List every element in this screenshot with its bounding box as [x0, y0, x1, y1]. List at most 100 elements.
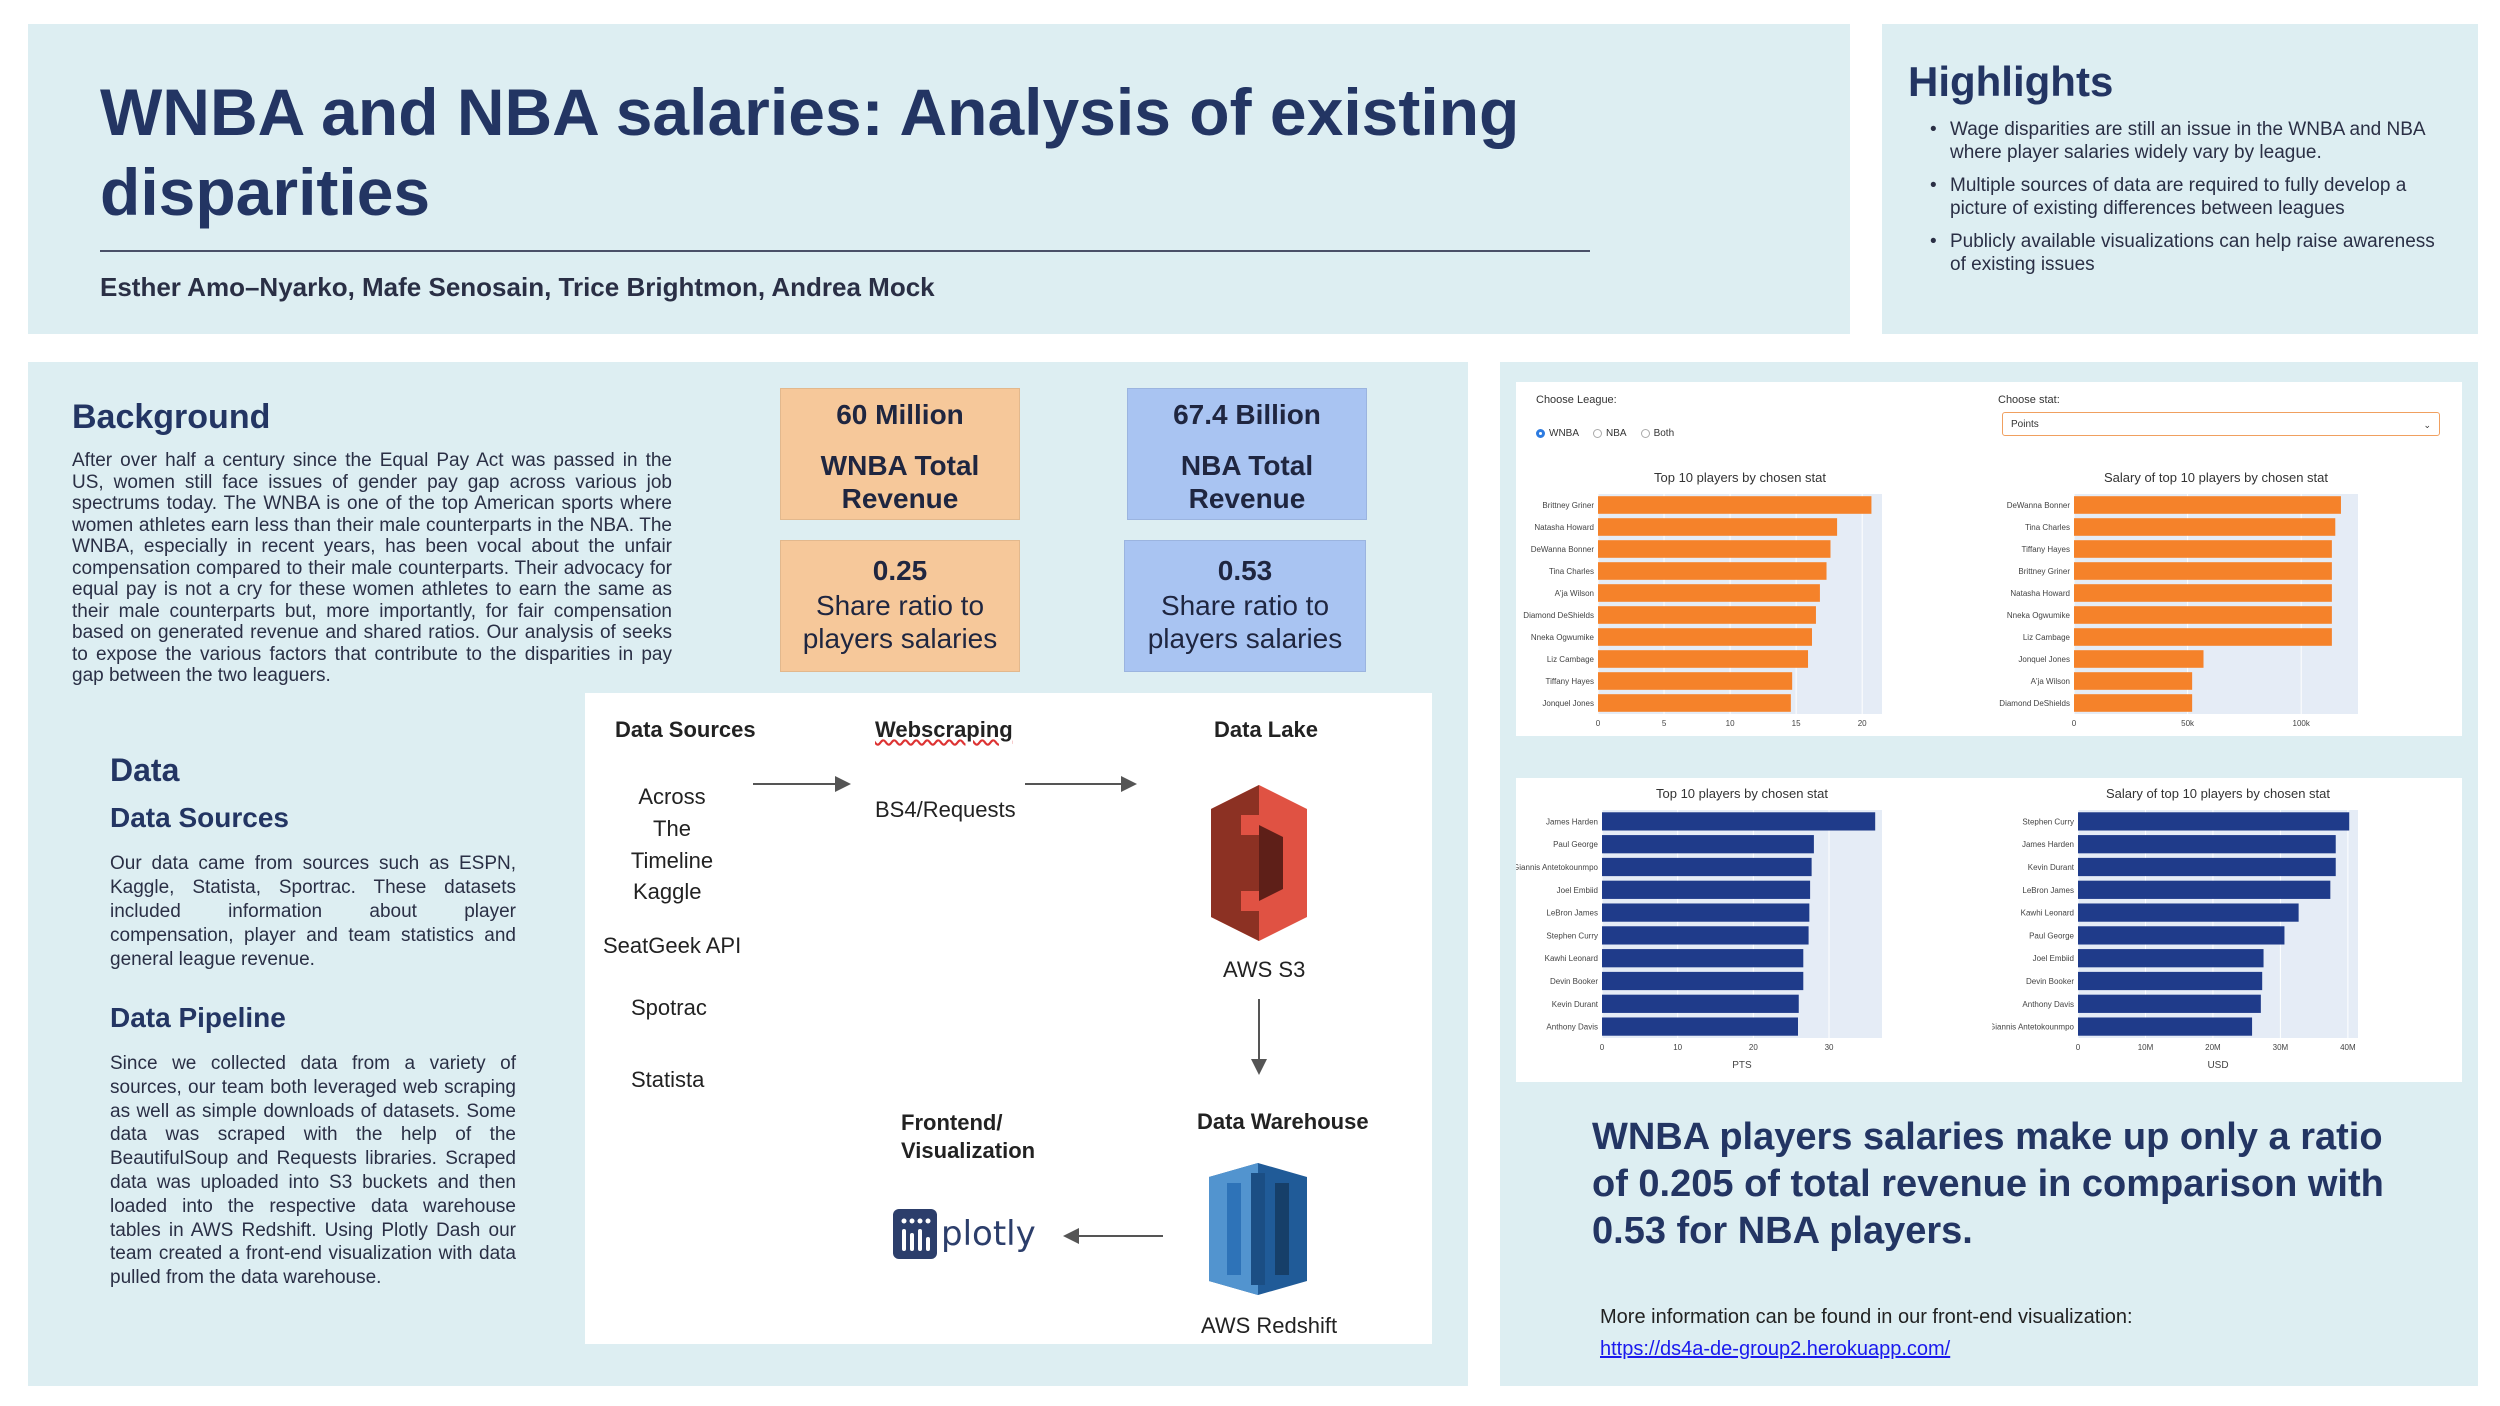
- data-sources-title: Data Sources: [110, 802, 289, 833]
- y-tick-label: Stephen Curry: [1546, 931, 1598, 940]
- highlight-item: Multiple sources of data are required to…: [1930, 174, 2450, 220]
- y-tick-label: Jonquel Jones: [1542, 699, 1594, 708]
- y-tick-label: Natasha Howard: [2010, 589, 2070, 598]
- x-tick-label: 50k: [2181, 719, 2195, 728]
- bar: [1598, 584, 1820, 602]
- right-panel: Choose League: WNBA NBA Both Choose stat…: [1500, 362, 2478, 1386]
- y-tick-label: LeBron James: [2022, 886, 2074, 895]
- pipeline-diagram: Data Sources Across The Timeline Kaggle …: [585, 693, 1432, 1344]
- bar: [2078, 880, 2331, 899]
- bar: [1598, 628, 1812, 646]
- data-sources-text: Our data came from sources such as ESPN,…: [110, 853, 516, 970]
- y-tick-label: Brittney Griner: [2018, 567, 2070, 576]
- y-tick-label: Diamond DeShields: [1523, 611, 1594, 620]
- nba-share-value: 0.53: [1217, 555, 1273, 586]
- highlight-item: Publicly available visualizations can he…: [1930, 230, 2450, 276]
- radio-selected-icon[interactable]: [1536, 429, 1545, 438]
- bar: [1602, 1017, 1798, 1036]
- pipeline-warehouse-header: Data Warehouse: [1197, 1109, 1369, 1134]
- y-tick-label: Devin Booker: [2026, 977, 2074, 986]
- highlight-item: Wage disparities are still an issue in t…: [1930, 118, 2450, 164]
- stat-dropdown[interactable]: Points ⌄: [2002, 412, 2440, 436]
- chart-title: Salary of top 10 players by chosen stat: [2106, 786, 2330, 801]
- y-tick-label: DeWanna Bonner: [2007, 501, 2071, 510]
- bar: [1598, 606, 1816, 624]
- bar: [1602, 949, 1804, 968]
- aws-redshift-label: AWS Redshift: [1201, 1313, 1338, 1338]
- chevron-down-icon[interactable]: ⌄: [2423, 420, 2431, 430]
- bar: [1598, 694, 1791, 712]
- radio-nba[interactable]: NBA: [1593, 428, 1627, 439]
- x-tick-label: 10: [1726, 719, 1735, 728]
- y-tick-label: Anthony Davis: [1546, 1023, 1598, 1032]
- data-pipeline-title: Data Pipeline: [110, 1002, 286, 1033]
- nba-revenue-label: NBA Total Revenue: [1180, 450, 1314, 514]
- nba-dashboard-card: Top 10 players by chosen stat 0 10 20 30 Jame…: [1516, 778, 2462, 1082]
- bar: [2074, 694, 2193, 712]
- y-tick-label: James Harden: [1546, 817, 1598, 826]
- y-tick-label: Paul George: [1553, 840, 1598, 849]
- bar: [1602, 994, 1799, 1013]
- bar: [1598, 540, 1831, 558]
- aws-s3-icon: [1211, 785, 1307, 941]
- pipeline-lake-header: Data Lake: [1214, 717, 1318, 742]
- radio-both[interactable]: Both: [1640, 428, 1674, 439]
- y-tick-label: Tina Charles: [2025, 523, 2070, 532]
- pipeline-sources-header: Data Sources: [615, 717, 756, 742]
- x-tick-label: 10M: [2138, 1043, 2154, 1052]
- bar: [2078, 1017, 2253, 1036]
- y-tick-label: Liz Cambage: [2023, 633, 2071, 642]
- x-axis-label: USD: [2207, 1060, 2228, 1071]
- x-tick-label: 15: [1792, 719, 1801, 728]
- bar: [2074, 628, 2332, 646]
- conclusion-takeaway: WNBA players salaries make up only a rat…: [1592, 1116, 2384, 1252]
- plotly-wordmark: plotly: [941, 1214, 1036, 1254]
- league-radio-group[interactable]: WNBA NBA Both: [1536, 428, 1674, 439]
- x-axis-label: PTS: [1732, 1060, 1752, 1071]
- data-pipeline-text: Since we collected data from a variety o…: [110, 1053, 516, 1289]
- bar: [2074, 672, 2193, 690]
- bar: [2074, 562, 2332, 580]
- y-tick-label: DeWanna Bonner: [1531, 545, 1595, 554]
- background-text: After over half a century since the Equa…: [72, 450, 672, 686]
- y-tick-label: James Harden: [2022, 840, 2074, 849]
- bar: [1602, 903, 1810, 922]
- nba-share-box: 0.53 Share ratio to players salaries: [1124, 540, 1366, 672]
- plotly-logo: plotly: [893, 1209, 1036, 1259]
- bar: [2074, 606, 2332, 624]
- arrow-sources-to-webscraping: [753, 776, 851, 792]
- arrow-warehouse-to-frontend: [1063, 1228, 1163, 1244]
- x-tick-label: 5: [1662, 719, 1667, 728]
- wnba-dashboard-card: Choose League: WNBA NBA Both Choose stat…: [1516, 382, 2462, 736]
- wnba-revenue-value: 60 Million: [836, 399, 964, 430]
- y-tick-label: LeBron James: [1546, 909, 1598, 918]
- wnba-revenue-label: WNBA Total Revenue: [820, 450, 980, 514]
- data-title: Data: [110, 752, 180, 788]
- x-tick-label: 20M: [2205, 1043, 2221, 1052]
- arrow-lake-to-warehouse: [1251, 999, 1267, 1075]
- y-tick-label: Kawhi Leonard: [1545, 954, 1598, 963]
- wnba-points-chart: Top 10 players by chosen stat 0 5 10 15 20 Bri…: [1523, 470, 1882, 728]
- bar: [2078, 926, 2285, 945]
- y-tick-label: Brittney Griner: [1542, 501, 1594, 510]
- aws-s3-label: AWS S3: [1223, 957, 1306, 982]
- bar: [1602, 835, 1814, 854]
- wnba-revenue-box: 60 Million WNBA Total Revenue: [780, 388, 1020, 520]
- source-statista: Statista: [631, 1067, 705, 1092]
- radio-unselected-icon[interactable]: [1593, 429, 1602, 438]
- plotly-logo-icon: [893, 1209, 937, 1259]
- bar: [1598, 496, 1872, 514]
- bar: [2074, 518, 2336, 536]
- source-seatgeek: SeatGeek API: [603, 933, 742, 958]
- y-tick-label: Giannis Antetokounmpo: [1516, 863, 1599, 872]
- nba-salary-chart: Salary of top 10 players by chosen stat 0…: [1992, 786, 2358, 1071]
- chart-title: Top 10 players by chosen stat: [1656, 786, 1828, 801]
- y-tick-label: Jonquel Jones: [2018, 655, 2070, 664]
- bar: [1602, 926, 1809, 945]
- bar: [2078, 994, 2261, 1013]
- radio-wnba[interactable]: WNBA: [1536, 428, 1579, 439]
- radio-unselected-icon[interactable]: [1640, 429, 1650, 438]
- y-tick-label: Joel Embiid: [1557, 886, 1598, 895]
- frontend-link[interactable]: https://ds4a-de-group2.herokuapp.com/: [1600, 1338, 1951, 1360]
- y-tick-label: Joel Embiid: [2033, 954, 2074, 963]
